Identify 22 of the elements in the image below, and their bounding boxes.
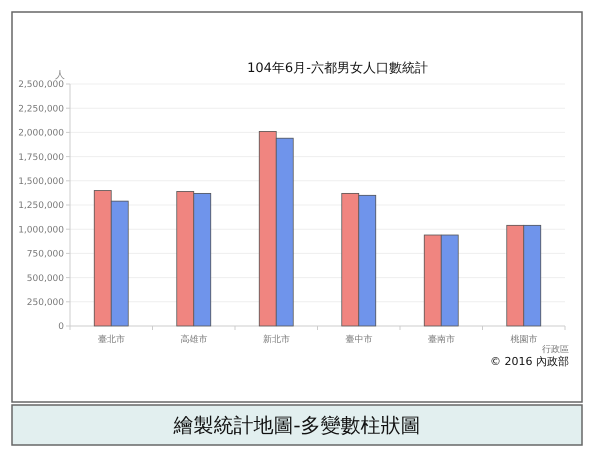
y-tick-label: 1,750,000 bbox=[18, 152, 64, 163]
x-tick-label: 新北市 bbox=[262, 334, 290, 345]
y-tick-label: 2,250,000 bbox=[18, 104, 64, 114]
x-tick-label: 臺南市 bbox=[428, 334, 455, 345]
chart-title: 104年6月-六都男女人口數統計 bbox=[247, 61, 428, 76]
y-tick-label: 2,000,000 bbox=[18, 128, 64, 139]
y-tick-label: 1,500,000 bbox=[18, 176, 64, 187]
text: © 2016 內政部 bbox=[490, 355, 569, 368]
y-axis-title: 人 bbox=[55, 70, 65, 81]
y-tick-label: 500,000 bbox=[26, 274, 64, 284]
y-tick-label: 750,000 bbox=[26, 250, 64, 260]
y-tick-label: 2,500,000 bbox=[18, 80, 64, 90]
x-tick-label: 臺中市 bbox=[345, 334, 372, 345]
text: 繪製統計地圖-多變數柱狀圖 bbox=[172, 413, 421, 437]
y-tick-label: 1,250,000 bbox=[18, 201, 64, 212]
x-axis-title: 行政區 bbox=[542, 344, 569, 355]
y-tick-label: 250,000 bbox=[26, 298, 64, 308]
x-tick-label: 臺北市 bbox=[98, 334, 125, 345]
x-tick-label: 高雄市 bbox=[180, 334, 208, 345]
x-tick-label: 桃園市 bbox=[510, 334, 538, 345]
y-tick-label: 1,000,000 bbox=[18, 225, 64, 236]
y-tick-label: 0 bbox=[58, 322, 64, 332]
